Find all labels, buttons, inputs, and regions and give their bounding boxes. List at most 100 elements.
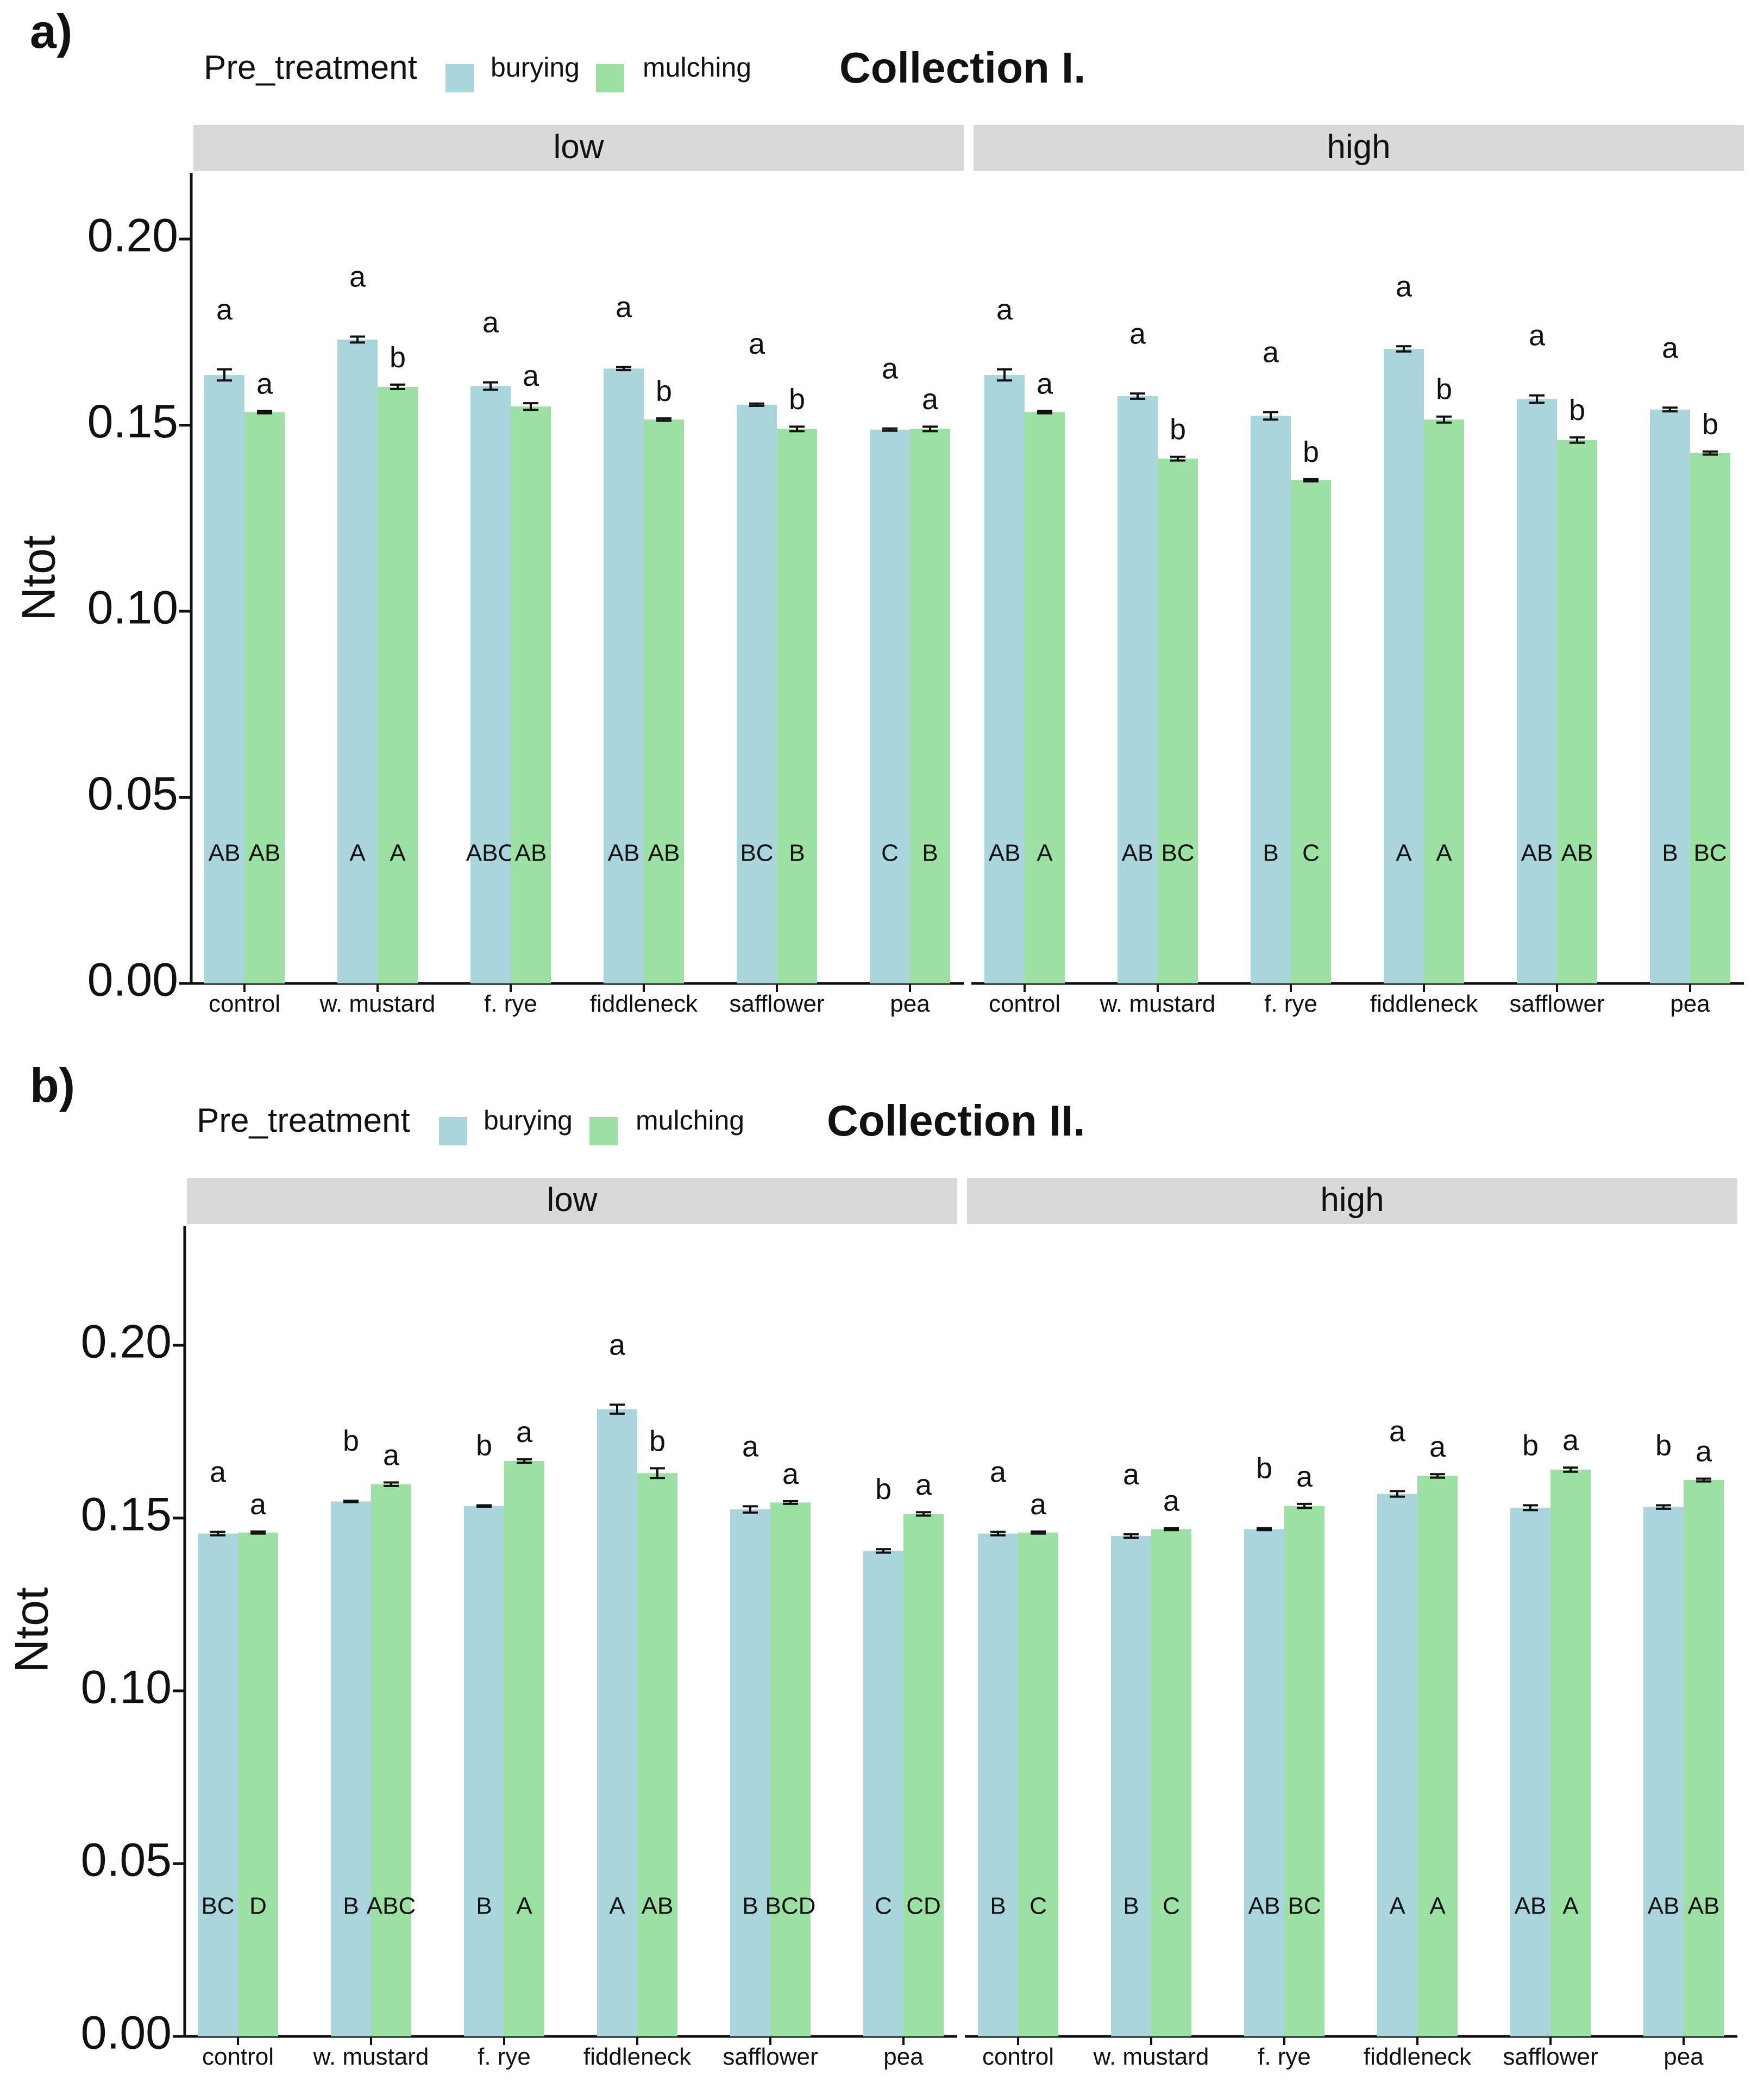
significance-letter-within: a (1037, 367, 1053, 400)
panel-2: b) Pre_treatment burying mulching Collection… (6, 1058, 1737, 2070)
chart-title: Collection I. (839, 43, 1085, 92)
significance-letter-between: AB (1122, 840, 1154, 867)
significance-letter-between: AB (1688, 1893, 1720, 1920)
legend-title: Pre_treatment (204, 49, 417, 86)
bar-mulching-high (1151, 1529, 1191, 2036)
facet-strip-label: high (1320, 1181, 1384, 1219)
y-tick-label: 0.10 (87, 582, 178, 634)
bar-mulching-low (371, 1484, 411, 2036)
bar-burying-low (464, 1506, 504, 2036)
y-tick-label: 0.15 (87, 396, 178, 448)
x-tick-label: w. mustard (1100, 990, 1216, 1017)
significance-letter-between: ABC (466, 840, 515, 867)
bar-burying-high (1384, 349, 1424, 984)
x-tick-label: f. rye (1264, 990, 1317, 1017)
significance-letter-within: a (1030, 1488, 1047, 1521)
bar-mulching-low (644, 419, 684, 983)
significance-letter-between: A (390, 840, 406, 867)
bar-mulching-high (1025, 412, 1065, 983)
legend-swatch-mulching (589, 1117, 618, 1145)
x-tick-label: pea (883, 2043, 924, 2070)
significance-letter-within: b (1655, 1429, 1672, 1462)
significance-letter-within: a (915, 1469, 932, 1501)
bar-mulching-low (244, 412, 285, 983)
significance-letter-between: B (922, 840, 938, 867)
bar-burying-high (1251, 416, 1291, 983)
significance-letter-within: b (789, 383, 805, 416)
significance-letter-between: ABC (367, 1893, 416, 1920)
x-tick-label: fiddleneck (590, 990, 698, 1017)
y-tick-label: 0.00 (87, 954, 178, 1006)
y-tick-label: 0.05 (87, 768, 178, 820)
y-tick-label: 0.10 (81, 1661, 172, 1714)
x-tick-label: fiddleneck (1370, 990, 1478, 1017)
legend: Pre_treatment burying mulching (197, 1102, 744, 1145)
significance-letter-between: AB (642, 1893, 674, 1920)
significance-letter-between: B (789, 840, 805, 867)
significance-letter-within: a (749, 328, 765, 360)
x-tick-label: w. mustard (319, 990, 436, 1017)
significance-letter-between: C (875, 1893, 892, 1920)
significance-letter-between: AB (1521, 840, 1553, 867)
significance-letter-between: B (1662, 840, 1678, 867)
x-tick-label: pea (1670, 990, 1710, 1017)
legend-swatch-burying (439, 1117, 467, 1145)
bar-burying-high (1650, 409, 1690, 983)
bar-burying-low (597, 1409, 637, 2036)
x-tick-label: safflower (729, 990, 824, 1017)
significance-letter-within: a (1129, 317, 1146, 350)
significance-letter-within: b (1256, 1452, 1272, 1484)
legend-title: Pre_treatment (197, 1102, 410, 1139)
bar-mulching-low (770, 1502, 811, 2036)
x-tick-label: w. mustard (313, 2043, 429, 2070)
significance-letter-within: b (476, 1429, 492, 1462)
bar-mulching-high (1417, 1476, 1458, 2036)
significance-letter-within: a (1429, 1431, 1446, 1463)
significance-letter-between: B (476, 1893, 492, 1920)
bar-burying-high (1118, 396, 1158, 983)
significance-letter-within: b (1569, 394, 1585, 427)
significance-letter-within: a (782, 1458, 799, 1490)
panel-1: a) Pre_treatment burying mulching Collection… (13, 4, 1744, 1017)
bar-mulching-low (504, 1461, 544, 2036)
significance-letter-within: b (1522, 1429, 1539, 1462)
significance-letter-within: a (990, 1456, 1007, 1488)
bar-burying-low (337, 339, 378, 984)
legend: Pre_treatment burying mulching (204, 49, 751, 92)
significance-letter-within: a (1296, 1460, 1313, 1493)
bar-mulching-low (378, 386, 418, 983)
legend-swatch-mulching (596, 64, 624, 92)
significance-letter-between: C (1029, 1893, 1047, 1920)
bar-burying-low (730, 1509, 770, 2036)
bar-burying-high (1377, 1494, 1417, 2036)
x-tick-label: safflower (723, 2043, 818, 2070)
chart-title: Collection II. (827, 1096, 1085, 1145)
legend-label-burying: burying (491, 52, 580, 83)
significance-letter-within: a (210, 1456, 227, 1488)
significance-letter-within: a (609, 1328, 626, 1361)
bar-burying-low (331, 1501, 371, 2036)
significance-letter-between: B (343, 1893, 359, 1920)
x-tick-label: w. mustard (1093, 2043, 1209, 2070)
facet-strip (974, 125, 1744, 171)
significance-letter-within: a (1389, 1415, 1406, 1447)
facet-strip (967, 1178, 1737, 1224)
bar-burying-low (737, 404, 777, 984)
bar-mulching-high (1684, 1480, 1724, 2036)
bar-mulching-high (1291, 480, 1331, 983)
bar-burying-high (1244, 1529, 1284, 2036)
significance-letter-within: b (656, 375, 672, 407)
bar-burying-high (984, 375, 1025, 983)
bar-burying-high (978, 1533, 1018, 2036)
significance-letter-within: a (1529, 319, 1546, 352)
significance-letter-within: a (1263, 336, 1279, 369)
significance-letter-within: a (1662, 331, 1679, 364)
significance-letter-between: AB (1561, 840, 1593, 867)
significance-letter-within: a (996, 293, 1013, 326)
facet-strip-label: high (1327, 128, 1390, 166)
significance-letter-between: A (1396, 840, 1412, 867)
x-tick-label: f. rye (1258, 2043, 1311, 2070)
significance-letter-between: B (1123, 1893, 1139, 1920)
significance-letter-within: a (922, 383, 939, 416)
